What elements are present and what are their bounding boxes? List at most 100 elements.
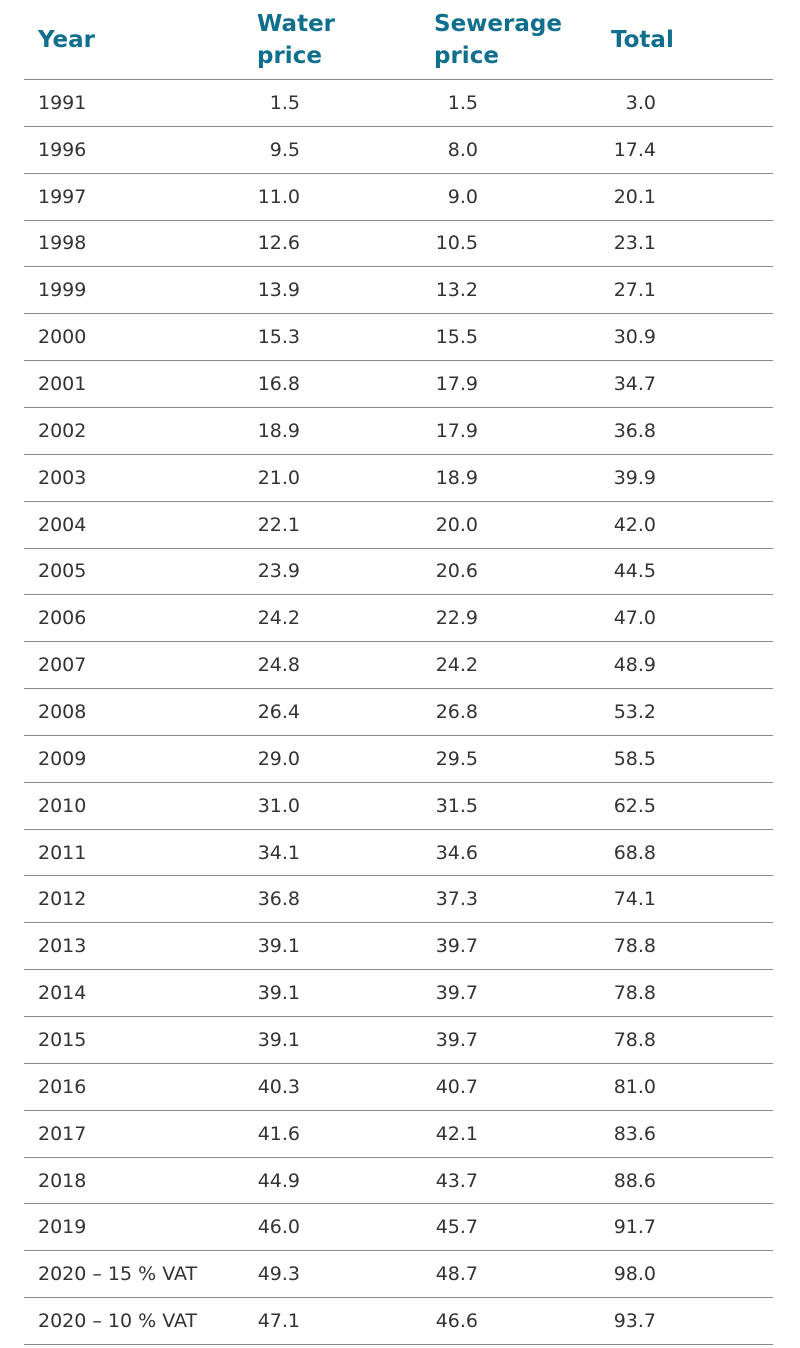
table-row: 2010 31.0 31.5 62.5 (24, 783, 773, 830)
value-cell: 29.0 (257, 747, 300, 770)
header-cell: Water price (257, 11, 336, 69)
year-cell: 2002 (38, 419, 87, 442)
year-cell: 2016 (38, 1075, 87, 1098)
year-cell: 2012 (38, 888, 87, 911)
table-row: 2018 44.9 43.7 88.6 (24, 1158, 773, 1205)
year-cell: 2017 (38, 1122, 87, 1145)
year-cell: 1996 (38, 138, 87, 161)
table-row: 2012 36.8 37.3 74.1 (24, 876, 773, 924)
header-cell: Year (38, 27, 96, 53)
year-cell: 2020 – 15 % VAT (38, 1263, 198, 1286)
table-row: 1996 9.5 8.0 17.4 (24, 127, 773, 174)
value-cell: 9.5 (269, 138, 300, 161)
value-cell: 24.2 (435, 654, 478, 677)
year-cell: 2011 (38, 841, 87, 864)
value-cell: 34.6 (435, 841, 478, 864)
value-cell: 10.5 (435, 232, 478, 255)
table-row: 1997 11.0 9.0 20.1 (24, 174, 773, 221)
year-cell: 2009 (38, 747, 87, 770)
table-row: 2001 16.8 17.9 34.7 (24, 361, 773, 408)
value-cell: 13.9 (257, 279, 300, 302)
value-cell: 18.9 (257, 419, 300, 442)
table-row: 2000 15.3 15.5 30.9 (24, 314, 773, 362)
year-cell: 2020 – 10 % VAT (38, 1310, 198, 1333)
value-cell: 81.0 (613, 1075, 656, 1098)
value-cell: 47.1 (257, 1310, 300, 1333)
year-cell: 2003 (38, 466, 87, 489)
table-row: 2013 39.1 39.7 78.8 (24, 923, 773, 971)
value-cell: 78.8 (613, 982, 656, 1005)
year-cell: 2013 (38, 935, 87, 958)
value-cell: 39.1 (257, 982, 300, 1005)
value-cell: 18.9 (435, 466, 478, 489)
value-cell: 36.8 (257, 888, 300, 911)
value-cell: 39.1 (257, 1028, 300, 1051)
year-cell: 2004 (38, 513, 87, 536)
table-row: 1991 1.5 1.5 3.0 (24, 80, 773, 127)
value-cell: 23.9 (257, 560, 300, 583)
value-cell: 78.8 (613, 1028, 656, 1051)
value-cell: 48.9 (613, 654, 656, 677)
value-cell: 46.0 (257, 1216, 300, 1239)
table-row: 2002 18.9 17.9 36.8 (24, 408, 773, 455)
value-cell: 24.2 (257, 607, 300, 630)
value-cell: 37.3 (435, 888, 478, 911)
value-cell: 17.4 (613, 138, 656, 161)
table-row: 2004 22.1 20.0 42.0 (24, 502, 773, 549)
value-cell: 1.5 (269, 91, 300, 114)
value-cell: 39.7 (435, 982, 478, 1005)
value-cell: 9.0 (447, 185, 478, 208)
value-cell: 88.6 (613, 1169, 656, 1192)
value-cell: 44.9 (257, 1169, 300, 1192)
value-cell: 34.1 (257, 841, 300, 864)
table-row: 2003 21.0 18.9 39.9 (24, 455, 773, 502)
value-cell: 53.2 (613, 700, 656, 723)
year-cell: 1991 (38, 91, 87, 114)
table-row: 2007 24.8 24.2 48.9 (24, 642, 773, 690)
value-cell: 40.3 (257, 1075, 300, 1098)
header-cell: Sewerage price (434, 11, 562, 69)
value-cell: 74.1 (613, 888, 656, 911)
year-cell: 2007 (38, 654, 87, 677)
value-cell: 45.7 (435, 1216, 478, 1239)
value-cell: 46.6 (435, 1310, 478, 1333)
value-cell: 41.6 (257, 1122, 300, 1145)
value-cell: 83.6 (613, 1122, 656, 1145)
value-cell: 48.7 (435, 1263, 478, 1286)
year-cell: 1998 (38, 232, 87, 255)
value-cell: 98.0 (613, 1263, 656, 1286)
year-cell: 2018 (38, 1169, 87, 1192)
value-cell: 17.9 (435, 373, 478, 396)
value-cell: 68.8 (613, 841, 656, 864)
table-row: 2019 46.0 45.7 91.7 (24, 1204, 773, 1252)
value-cell: 27.1 (613, 279, 656, 302)
value-cell: 39.7 (435, 1028, 478, 1051)
value-cell: 47.0 (613, 607, 656, 630)
value-cell: 21.0 (257, 466, 300, 489)
value-cell: 26.4 (257, 700, 300, 723)
value-cell: 91.7 (613, 1216, 656, 1239)
year-cell: 2000 (38, 326, 87, 349)
value-cell: 22.1 (257, 513, 300, 536)
year-cell: 1997 (38, 185, 87, 208)
value-cell: 39.1 (257, 935, 300, 958)
value-cell: 42.0 (613, 513, 656, 536)
value-cell: 31.5 (435, 794, 478, 817)
value-cell: 22.9 (435, 607, 478, 630)
year-cell: 1999 (38, 279, 87, 302)
value-cell: 31.0 (257, 794, 300, 817)
value-cell: 39.7 (435, 935, 478, 958)
year-cell: 2010 (38, 794, 87, 817)
value-cell: 62.5 (613, 794, 656, 817)
header-cell: Total (611, 27, 674, 53)
table-row: 2015 39.1 39.7 78.8 (24, 1017, 773, 1064)
table-row: 1999 13.9 13.2 27.1 (24, 267, 773, 315)
value-cell: 16.8 (257, 373, 300, 396)
value-cell: 40.7 (435, 1075, 478, 1098)
year-cell: 2008 (38, 700, 87, 723)
value-cell: 30.9 (613, 326, 656, 349)
year-cell: 2014 (38, 982, 87, 1005)
table-row: 2017 41.6 42.1 83.6 (24, 1111, 773, 1158)
value-cell: 44.5 (613, 560, 656, 583)
